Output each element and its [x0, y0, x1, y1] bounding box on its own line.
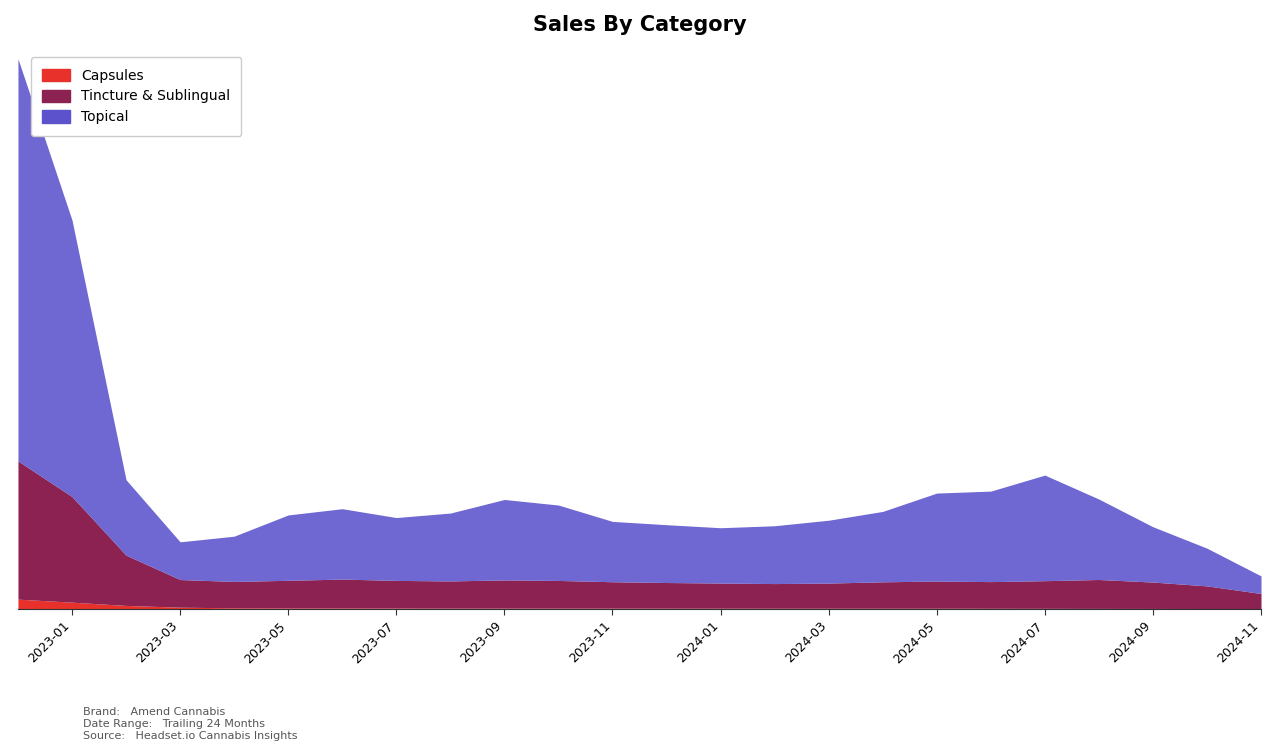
Legend: Capsules, Tincture & Sublingual, Topical: Capsules, Tincture & Sublingual, Topical — [31, 58, 241, 135]
Text: Brand:   Amend Cannabis
Date Range:   Trailing 24 Months
Source:   Headset.io Ca: Brand: Amend Cannabis Date Range: Traili… — [83, 708, 297, 741]
Title: Sales By Category: Sales By Category — [532, 15, 746, 35]
